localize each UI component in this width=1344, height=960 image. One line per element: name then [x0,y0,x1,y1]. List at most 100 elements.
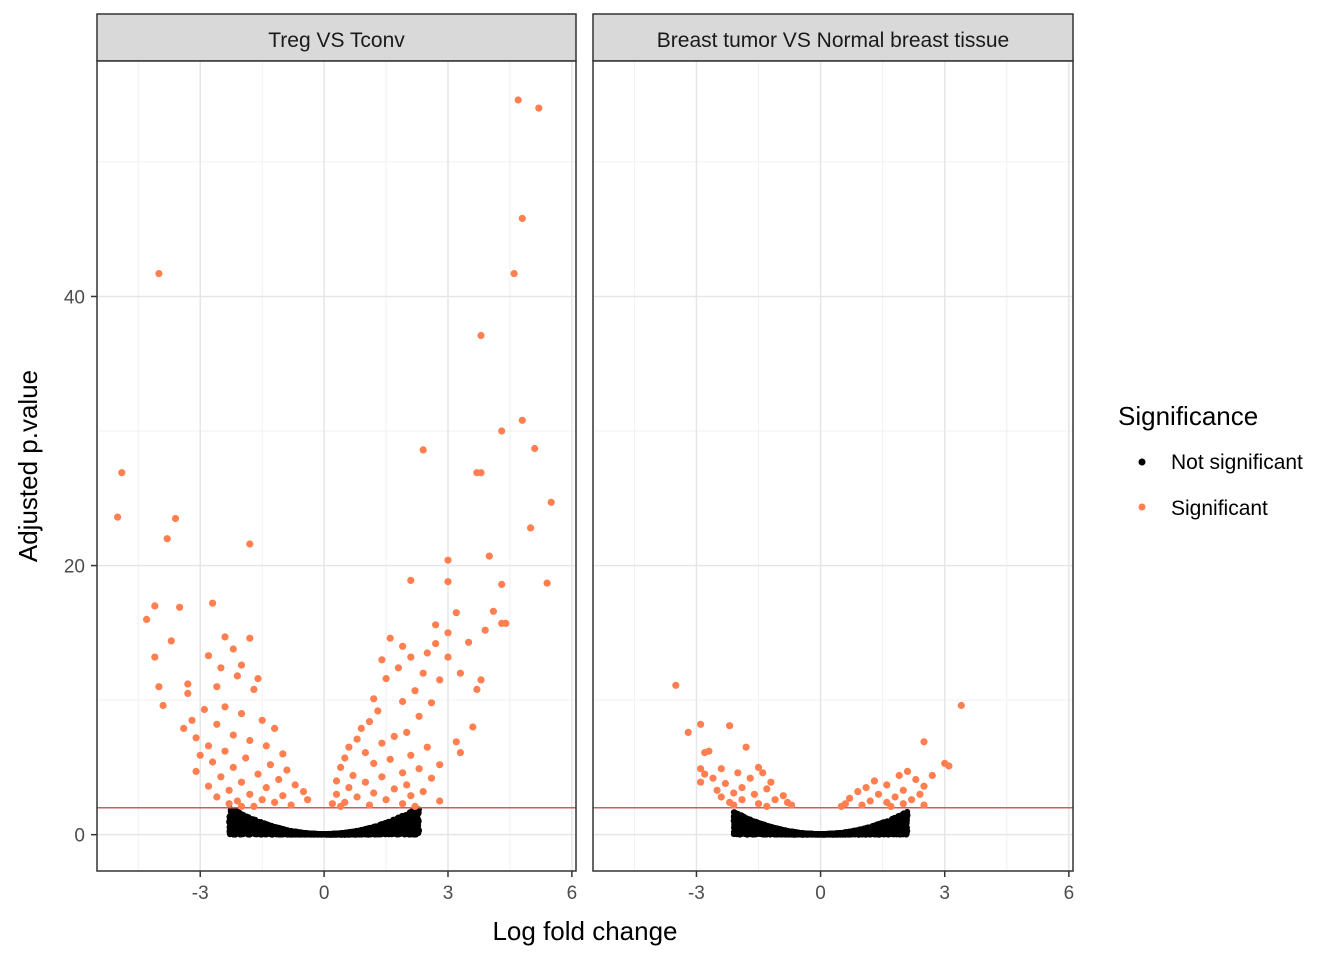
not-significant-point [389,830,396,837]
significant-point [436,797,444,805]
significant-point [233,672,241,680]
significant-point [225,786,233,794]
significant-point [427,774,436,782]
not-significant-point [356,827,363,834]
significant-point [171,514,180,523]
significant-point [386,755,394,763]
significant-point [159,701,167,710]
significant-point [518,416,526,424]
significant-point [477,469,485,477]
facet-panel-2: Breast tumor VS Normal breast tissue-3 0 3… [592,13,1074,904]
significant-point [213,720,221,728]
significant-point [514,96,522,104]
significant-point [237,661,246,669]
significant-point [155,683,163,691]
significant-point [527,524,535,532]
significant-point [399,697,407,706]
significant-point [456,749,464,757]
significant-point [204,742,213,750]
significant-point [229,731,237,739]
significant-point [382,796,390,804]
not-significant-point [260,829,267,836]
significant-point [167,637,175,645]
significant-point [242,754,250,762]
significant-point [411,802,419,811]
significant-point [444,629,452,637]
significant-point [456,669,464,677]
significant-point [481,626,489,634]
significant-point [217,664,225,672]
not-significant-point [242,819,249,826]
significant-point [332,790,341,798]
not-significant-point [389,818,396,825]
significant-point [452,738,460,746]
significant-point [411,687,419,695]
significant-point [118,469,126,477]
not-significant-point [390,824,397,831]
significant-point [353,793,361,801]
x-tick-label: -3 [192,883,209,904]
significant-point [250,685,258,694]
significant-point [498,619,506,628]
significant-point [221,703,229,711]
significant-point [419,446,427,454]
significant-point [353,735,361,743]
significant-point [485,552,493,560]
significant-point [386,634,394,642]
not-significant-point [332,831,339,838]
significant-point [204,782,213,790]
significant-point [498,427,506,435]
not-significant-point [397,830,404,837]
significant-point [275,775,283,784]
significant-point [221,747,229,755]
significant-point [254,675,262,683]
significant-point [271,798,279,807]
significant-point [415,765,423,773]
significant-point [229,645,237,653]
not-significant-point [414,813,420,820]
not-significant-point [231,828,238,835]
not-significant-point [372,831,379,838]
significant-point [287,801,295,809]
significant-point [217,773,225,781]
significant-point [114,513,122,521]
significant-point [188,716,196,724]
significant-point [345,743,353,751]
significant-point [271,724,279,733]
panel-border-1 [96,60,577,872]
not-significant-point [274,826,281,833]
significant-point [403,781,411,789]
significant-point [477,331,485,340]
significant-point [423,743,431,751]
significant-point [304,796,312,804]
significant-point [427,699,436,707]
not-significant-point [381,823,388,830]
significant-point [399,800,407,808]
significant-point [349,771,357,780]
significant-point [378,656,386,664]
significant-point [477,676,485,684]
significant-point [279,750,287,758]
significant-point [246,540,254,548]
significant-point [332,777,341,785]
significant-point [382,675,390,683]
significant-point [531,444,539,453]
significant-point [221,633,229,641]
not-significant-point [228,811,235,817]
significant-point [299,788,308,796]
significant-point [237,710,246,718]
significant-point [407,576,415,585]
significant-point [444,653,452,661]
significant-point [229,763,237,772]
significant-point [258,716,266,724]
significant-point [370,789,378,797]
significant-point [345,784,353,792]
significant-point [419,669,427,677]
significant-point [200,705,208,714]
significant-point [444,578,452,586]
significant-point [394,664,402,672]
not-significant-point [261,824,268,831]
significant-point [196,751,204,759]
